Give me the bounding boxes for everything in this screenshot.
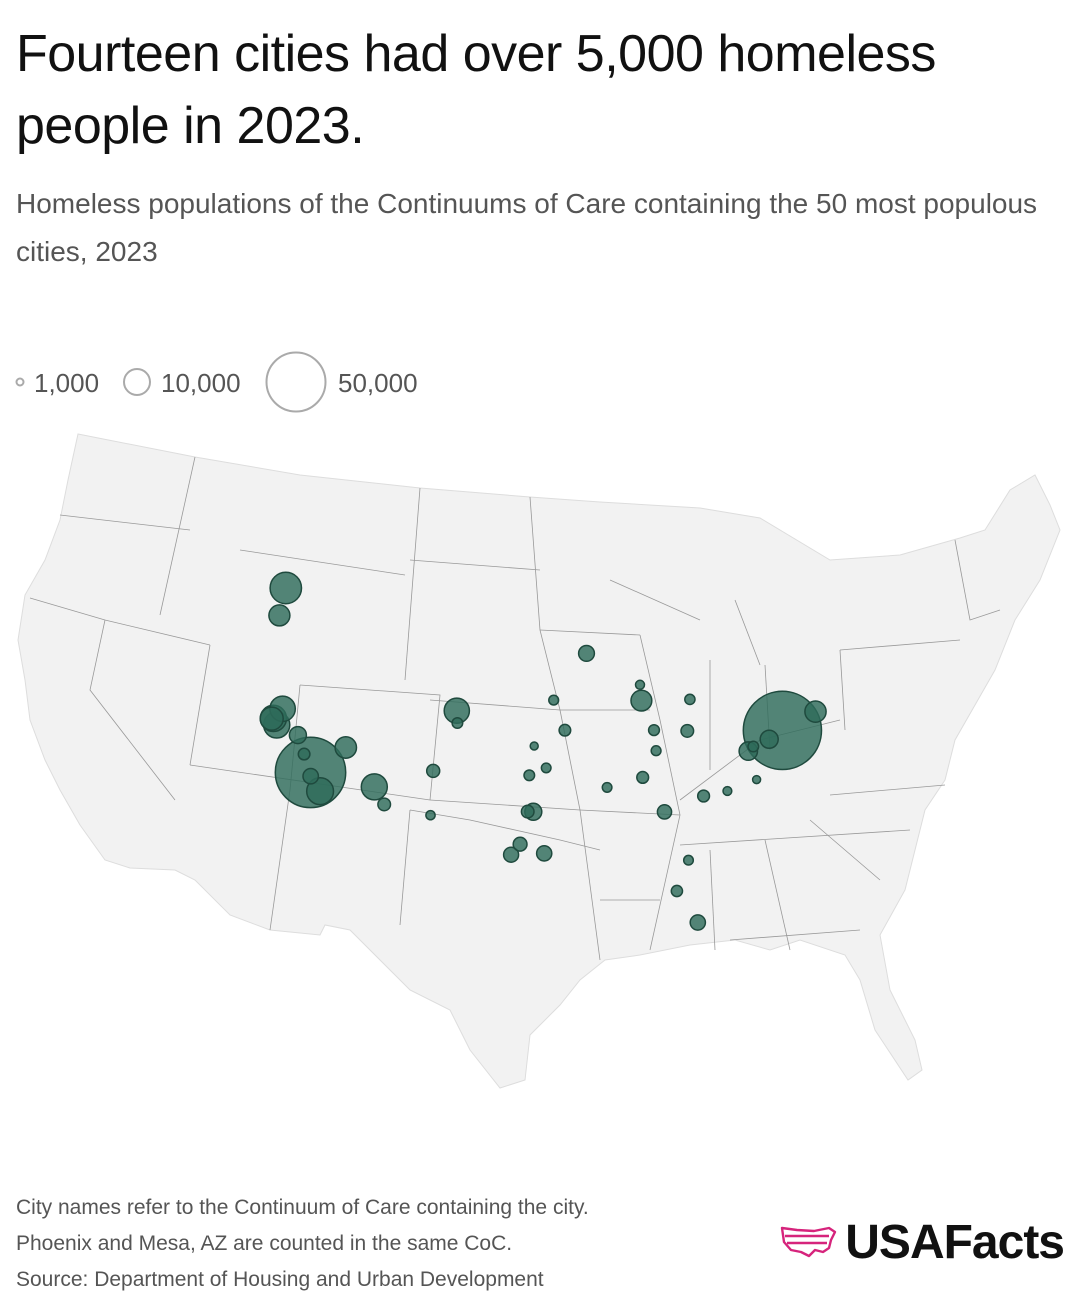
city-bubble xyxy=(722,785,733,797)
city-bubble xyxy=(577,644,596,663)
border-mn-ia xyxy=(539,629,641,636)
border-az-nm xyxy=(269,789,291,931)
city-bubble xyxy=(650,745,662,757)
border-sc xyxy=(809,819,881,881)
city-bubble xyxy=(523,769,536,782)
city-bubble xyxy=(548,694,560,706)
legend-label-medium: 10,000 xyxy=(161,368,241,398)
city-bubble xyxy=(269,571,303,605)
city-bubble xyxy=(502,846,520,863)
state-borders xyxy=(29,456,1001,961)
city-bubble xyxy=(288,725,308,745)
border-nd-sd xyxy=(409,559,541,571)
brand-name: USAFacts xyxy=(845,1215,1065,1269)
border-mt-south xyxy=(239,549,406,576)
city-bubble xyxy=(804,700,827,723)
city-bubble xyxy=(696,789,711,803)
city-bubble xyxy=(680,723,695,738)
border-ks-ok xyxy=(429,799,581,811)
border-pa-ny xyxy=(839,639,961,651)
border-nm-tx xyxy=(399,809,411,926)
legend-circle-large xyxy=(265,351,327,413)
map-land xyxy=(17,433,1061,1089)
city-bubble xyxy=(377,797,392,812)
border-tn-south xyxy=(679,829,911,846)
contiguous-us-land xyxy=(17,433,1061,1089)
city-bubble xyxy=(747,740,760,753)
city-bubble xyxy=(636,770,650,785)
border-wi-mi xyxy=(609,579,701,621)
city-bubble xyxy=(451,716,464,730)
chart-title: Fourteen cities had over 5,000 homeless … xyxy=(16,25,936,155)
city-bubble xyxy=(268,604,291,627)
border-mi-lower xyxy=(734,599,761,666)
city-bubble xyxy=(759,729,779,750)
city-bubble xyxy=(360,773,389,801)
legend-label-small: 1,000 xyxy=(34,368,100,398)
city-bubble xyxy=(751,774,762,785)
border-va-nc xyxy=(829,784,946,796)
city-bubble xyxy=(670,884,684,898)
border-id-east xyxy=(159,456,196,616)
city-bubble xyxy=(334,736,358,759)
city-bubble xyxy=(742,690,823,771)
border-ok-tx xyxy=(409,809,601,851)
border-oh-pa xyxy=(839,649,846,731)
city-bubble xyxy=(540,762,552,774)
border-ca-nv xyxy=(89,619,176,801)
usa-flag-map-icon xyxy=(781,1226,837,1258)
footnote-phoenix-mesa: Phoenix and Mesa, AZ are counted in the … xyxy=(16,1232,513,1255)
border-nv-ut xyxy=(189,644,211,766)
city-bubble xyxy=(630,689,653,712)
border-wa-or xyxy=(59,514,191,531)
legend-circle-small xyxy=(15,377,25,387)
city-bubble xyxy=(529,741,539,751)
city-bubble xyxy=(512,836,528,852)
footnote-source: Source: Department of Housing and Urban … xyxy=(16,1268,544,1291)
border-dakotas-west xyxy=(404,487,421,681)
bubble-layer xyxy=(259,571,827,931)
map-canvas xyxy=(17,433,1061,1089)
us-bubble-map xyxy=(0,420,1080,1120)
city-bubble xyxy=(634,679,646,691)
size-legend-symbols xyxy=(15,351,327,413)
city-bubble xyxy=(682,854,695,866)
border-mississippi xyxy=(639,634,681,951)
chart-subtitle: Homeless populations of the Continuums o… xyxy=(16,188,1038,267)
city-bubble xyxy=(535,845,553,862)
city-bubble xyxy=(647,723,661,737)
city-bubble xyxy=(297,747,311,761)
city-bubble xyxy=(558,723,572,737)
border-ga-fl xyxy=(729,929,861,941)
border-al-ga xyxy=(764,839,791,951)
border-new-england xyxy=(954,539,1001,621)
size-legend: 1,000 10,000 50,000 xyxy=(0,340,500,430)
legend-circle-medium xyxy=(123,368,151,396)
city-bubble xyxy=(684,693,696,706)
city-bubble xyxy=(520,804,535,819)
city-bubble xyxy=(302,767,320,785)
border-ms-al xyxy=(709,849,716,951)
legend-label-large: 50,000 xyxy=(338,368,418,398)
city-bubble xyxy=(425,809,436,821)
city-bubble xyxy=(689,914,707,931)
city-bubble xyxy=(259,706,284,731)
city-bubble xyxy=(425,763,441,779)
city-bubble xyxy=(601,781,613,793)
brand-logo: USAFacts xyxy=(779,1212,1065,1272)
city-bubble xyxy=(305,777,335,806)
footnote-coc: City names refer to the Continuum of Car… xyxy=(16,1196,589,1219)
city-bubble xyxy=(656,804,673,820)
footnotes: City names refer to the Continuum of Car… xyxy=(16,1190,589,1298)
